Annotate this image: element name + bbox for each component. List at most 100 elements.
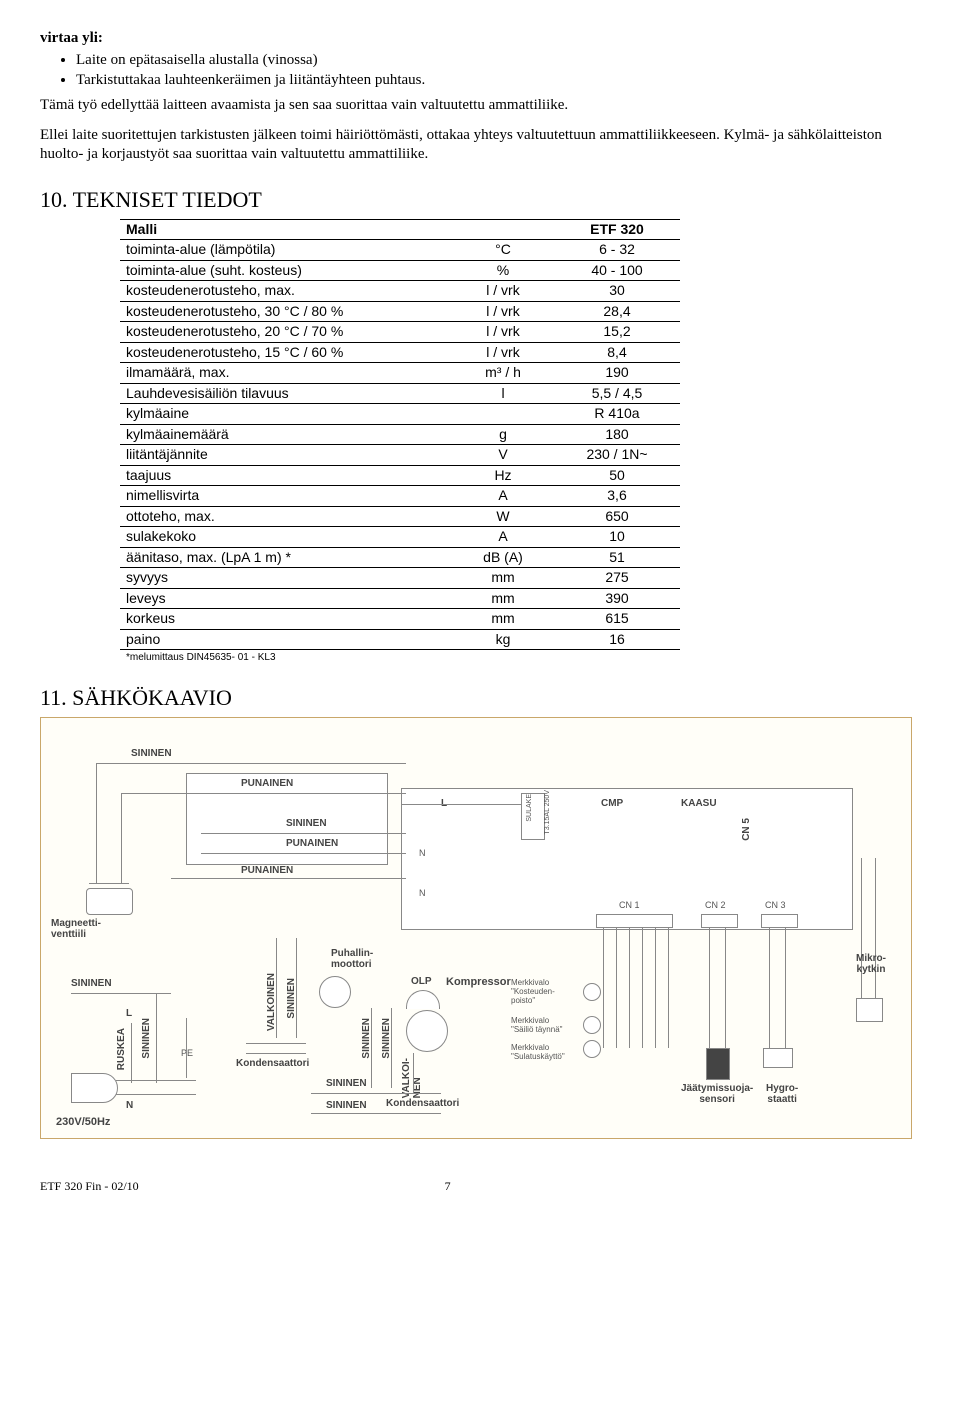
label-kaasu: KAASU bbox=[681, 798, 717, 809]
label-cn5: CN 5 bbox=[741, 818, 752, 841]
table-cell: mm bbox=[452, 568, 554, 589]
wire bbox=[311, 1093, 441, 1094]
lamp-icon bbox=[583, 1016, 601, 1034]
label-sininen: SININEN bbox=[131, 748, 172, 759]
table-row: Lauhdevesisäiliön tilavuusl5,5 / 4,5 bbox=[120, 383, 680, 404]
wire bbox=[709, 928, 710, 1048]
cn1-connector bbox=[596, 914, 673, 928]
label-merkkivalo: Merkkivalo "Säiliö täynnä" bbox=[511, 1016, 563, 1034]
table-row: toiminta-alue (lämpötila)°C6 - 32 bbox=[120, 240, 680, 261]
table-cell: liitäntäjännite bbox=[120, 445, 452, 466]
table-cell: 275 bbox=[554, 568, 680, 589]
table-cell: 230 / 1N~ bbox=[554, 445, 680, 466]
table-cell: 28,4 bbox=[554, 301, 680, 322]
table-row: ottoteho, max.W650 bbox=[120, 506, 680, 527]
table-cell: 30 bbox=[554, 281, 680, 302]
label-cn1: CN 1 bbox=[619, 900, 640, 910]
label-pe: PE bbox=[181, 1048, 193, 1058]
table-cell: 180 bbox=[554, 424, 680, 445]
wire bbox=[616, 928, 617, 1048]
table-row: ilmamäärä, max.m³ / h190 bbox=[120, 363, 680, 384]
wire bbox=[186, 1018, 187, 1078]
wire bbox=[156, 993, 157, 1083]
olp-icon bbox=[406, 990, 440, 1009]
label-punainen: PUNAINEN bbox=[241, 778, 293, 789]
label-sininen: SININEN bbox=[71, 978, 112, 989]
table-cell: toiminta-alue (lämpötila) bbox=[120, 240, 452, 261]
label-jaatymissuoja: Jäätymissuoja- sensori bbox=[681, 1083, 753, 1105]
table-cell: W bbox=[452, 506, 554, 527]
wire bbox=[201, 853, 406, 854]
lamp-icon bbox=[583, 1040, 601, 1058]
wire bbox=[121, 793, 406, 794]
table-cell: ottoteho, max. bbox=[120, 506, 452, 527]
label-supply: 230V/50Hz bbox=[56, 1116, 110, 1128]
table-row: kosteudenerotusteho, 20 °C / 70 %l / vrk… bbox=[120, 322, 680, 343]
wire bbox=[121, 793, 122, 883]
compressor-icon bbox=[406, 1010, 448, 1052]
label-hygrostaatti: Hygro- staatti bbox=[766, 1083, 798, 1105]
wire bbox=[246, 1053, 306, 1054]
label-kondensaattori: Kondensaattori bbox=[386, 1098, 459, 1109]
table-cell: l / vrk bbox=[452, 322, 554, 343]
label-fuse-rating: T3.15AL 250V bbox=[544, 790, 551, 835]
table-cell: 6 - 32 bbox=[554, 240, 680, 261]
header-cell: ETF 320 bbox=[554, 219, 680, 240]
table-cell: paino bbox=[120, 629, 452, 650]
table-cell: korkeus bbox=[120, 609, 452, 630]
table-row: kosteudenerotusteho, max.l / vrk30 bbox=[120, 281, 680, 302]
table-cell: 50 bbox=[554, 465, 680, 486]
table-cell bbox=[452, 404, 554, 425]
wire bbox=[171, 878, 406, 879]
table-cell: toiminta-alue (suht. kosteus) bbox=[120, 260, 452, 281]
cn3-connector bbox=[761, 914, 798, 928]
table-cell: 15,2 bbox=[554, 322, 680, 343]
table-cell: % bbox=[452, 260, 554, 281]
bullet-item: Laite on epätasaisella alustalla (vinoss… bbox=[76, 51, 920, 71]
table-cell: kylmäainemäärä bbox=[120, 424, 452, 445]
label-sininen: SININEN bbox=[141, 1018, 152, 1059]
table-row: kylmäainemääräg180 bbox=[120, 424, 680, 445]
table-cell: kg bbox=[452, 629, 554, 650]
table-cell: kosteudenerotusteho, 30 °C / 80 % bbox=[120, 301, 452, 322]
table-cell: 3,6 bbox=[554, 486, 680, 507]
wire bbox=[413, 1053, 414, 1093]
label-cn3: CN 3 bbox=[765, 900, 786, 910]
table-cell: V bbox=[452, 445, 554, 466]
wire bbox=[96, 763, 97, 793]
wire bbox=[371, 1008, 372, 1088]
spec-table: Malli ETF 320 toiminta-alue (lämpötila)°… bbox=[120, 219, 680, 651]
fuse-box bbox=[521, 793, 545, 840]
table-cell: Hz bbox=[452, 465, 554, 486]
table-row: kosteudenerotusteho, 30 °C / 80 %l / vrk… bbox=[120, 301, 680, 322]
table-cell: dB (A) bbox=[452, 547, 554, 568]
wire bbox=[201, 833, 406, 834]
page-number: 7 bbox=[445, 1179, 451, 1193]
wire bbox=[276, 938, 277, 1038]
section-11-title: 11. SÄHKÖKAAVIO bbox=[40, 685, 920, 711]
table-cell: mm bbox=[452, 588, 554, 609]
label-n: N bbox=[419, 848, 426, 858]
table-cell: leveys bbox=[120, 588, 452, 609]
table-cell: äänitaso, max. (LpA 1 m) * bbox=[120, 547, 452, 568]
wire bbox=[603, 928, 604, 1048]
table-cell: nimellisvirta bbox=[120, 486, 452, 507]
table-cell: l bbox=[452, 383, 554, 404]
wire bbox=[875, 858, 876, 998]
wire bbox=[668, 928, 669, 1048]
table-row: kosteudenerotusteho, 15 °C / 60 %l / vrk… bbox=[120, 342, 680, 363]
label-punainen: PUNAINEN bbox=[286, 838, 338, 849]
wire bbox=[785, 928, 786, 1048]
table-cell: 40 - 100 bbox=[554, 260, 680, 281]
wire bbox=[246, 1043, 306, 1044]
header-cell bbox=[452, 219, 554, 240]
intro-bullet-list: Laite on epätasaisella alustalla (vinoss… bbox=[40, 51, 920, 90]
table-cell: °C bbox=[452, 240, 554, 261]
intro-paragraph: Tämä työ edellyttää laitteen avaamista j… bbox=[40, 96, 920, 116]
table-cell: l / vrk bbox=[452, 342, 554, 363]
microswitch-icon bbox=[856, 998, 883, 1022]
label-mikrokytkin: Mikro- kytkin bbox=[856, 953, 886, 975]
wire bbox=[116, 1094, 196, 1095]
solenoid-coil bbox=[86, 888, 133, 915]
table-cell: A bbox=[452, 486, 554, 507]
